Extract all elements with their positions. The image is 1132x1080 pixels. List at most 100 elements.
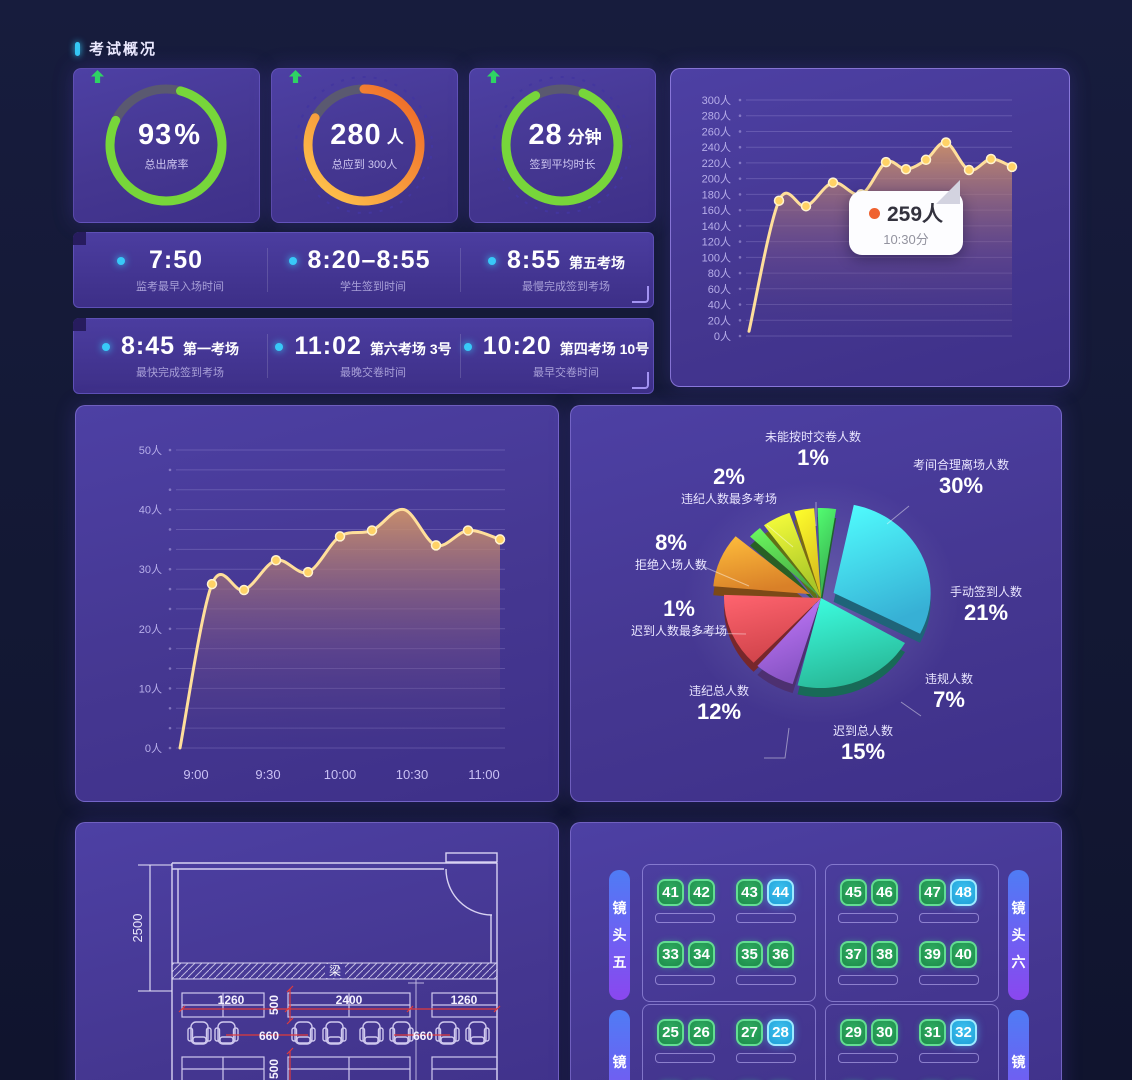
axis-tick-dot	[738, 240, 742, 243]
camera-label-char: 头	[1011, 927, 1026, 943]
seat-26[interactable]: 26	[688, 1019, 715, 1046]
cyan-dot-icon	[275, 343, 284, 351]
stat-value: 280	[330, 119, 382, 151]
tooltip-dot-icon	[868, 207, 880, 219]
axis-tick-dot	[738, 177, 742, 180]
x-axis-label: 10:00	[324, 767, 357, 782]
time-value: 8:45	[120, 332, 176, 360]
pie-leader-line	[900, 701, 922, 717]
axis-tick-dot	[168, 667, 172, 670]
pie-label-pct: 1%	[797, 445, 829, 470]
time-stats-bar-2: 8:45 第一考场 最快完成签到考场 11:02 第六考场 3号 最晚交卷时间 10…	[73, 318, 654, 394]
seat-38[interactable]: 38	[871, 941, 898, 968]
time-tag: 第一考场	[183, 341, 240, 357]
dim-660-right: 660	[413, 1029, 433, 1043]
axis-tick-dot	[738, 334, 742, 338]
cyan-dot-icon	[101, 343, 110, 351]
seat-30[interactable]: 30	[871, 1019, 898, 1046]
page-title: 考试概况	[89, 41, 158, 58]
y-axis-label: 80人	[708, 267, 731, 280]
time-stat-earliest-submit: 10:20 第四考场 10号 最早交卷时间	[460, 319, 653, 393]
gauge-tick-ring	[295, 76, 433, 214]
pie-label-8: 未能按时交卷人数 1%	[765, 428, 861, 471]
dim-1260-right: 1260	[451, 993, 478, 1007]
axis-tick-dot	[168, 587, 172, 591]
stat-card-content: 28 分钟 签到平均时长	[470, 69, 655, 222]
seat-32[interactable]: 32	[950, 1019, 977, 1046]
pie-label-pct: 2%	[713, 464, 745, 489]
camera-label-char: 镜	[612, 1053, 627, 1070]
axis-tick-dot	[168, 488, 172, 492]
floor-plan-card: 梁	[75, 822, 559, 1080]
dim-500-bottom: 500	[267, 1059, 281, 1079]
time-label: 最早交卷时间	[532, 367, 599, 379]
gauge-progress-arc	[501, 84, 623, 206]
seat-47[interactable]: 47	[919, 879, 946, 906]
desk-line	[655, 975, 715, 985]
pie-slice-2	[757, 598, 821, 685]
pie-label-name: 违纪总人数	[688, 684, 750, 698]
y-axis-label: 40人	[139, 504, 162, 517]
time-label: 学生签到时间	[339, 281, 406, 293]
time-stat-slowest-room: 8:55 第五考场 最慢完成签到考场	[460, 233, 653, 307]
seat-34[interactable]: 34	[688, 941, 715, 968]
pie-leader-line	[764, 727, 790, 759]
pie-label-pct: 1%	[663, 596, 695, 621]
time-stat-student-checkin: 8:20–8:55 学生签到时间	[267, 233, 460, 307]
pie-label-3: 迟到总人数 15%	[833, 722, 893, 765]
desk-line	[838, 913, 898, 923]
seat-46[interactable]: 46	[871, 879, 898, 906]
data-point	[880, 156, 892, 168]
seat-42[interactable]: 42	[688, 879, 715, 906]
data-point	[800, 200, 812, 212]
seat-36[interactable]: 36	[767, 941, 794, 968]
data-point	[366, 525, 378, 536]
seat-31[interactable]: 31	[919, 1019, 946, 1046]
seat-28[interactable]: 28	[767, 1019, 794, 1046]
axis-tick-dot	[168, 508, 172, 511]
pie-label-1: 手动签到人数 21%	[950, 583, 1022, 626]
pie-label-name: 手动签到人数	[949, 585, 1023, 599]
room-checkin-trend-chart-card: 50人 40人 30人 20人 10人 0人 9:00 9:30 10:00 10:30 11:00	[75, 405, 559, 802]
seat-45[interactable]: 45	[840, 879, 867, 906]
y-axis-label: 120人	[702, 236, 731, 249]
seat-40[interactable]: 40	[950, 941, 977, 968]
seat-33[interactable]: 33	[657, 941, 684, 968]
desk-line	[919, 975, 979, 985]
data-point	[773, 195, 785, 206]
pie-leader-line	[694, 562, 750, 587]
seat-43[interactable]: 43	[736, 879, 763, 906]
desk-line	[736, 913, 796, 923]
y-axis-label: 260人	[702, 125, 731, 138]
pie-slice-4	[713, 536, 810, 595]
seat-39[interactable]: 39	[919, 941, 946, 968]
pie-slice-0	[833, 504, 931, 634]
pie-label-pct: 21%	[963, 600, 1009, 625]
seat-25[interactable]: 25	[657, 1019, 684, 1046]
seat-44[interactable]: 44	[767, 879, 794, 906]
pie-label-5: 1% 迟到人数最多考场	[631, 596, 727, 639]
axis-tick-dot	[168, 726, 172, 730]
seat-29[interactable]: 29	[840, 1019, 867, 1046]
seat-35[interactable]: 35	[736, 941, 763, 968]
seat-27[interactable]: 27	[736, 1019, 763, 1046]
gauge-ring-svg	[105, 84, 227, 206]
pie-label-name: 违纪人数最多考场	[680, 492, 778, 506]
chairs	[187, 1021, 490, 1045]
cyan-dot-icon	[117, 257, 125, 265]
time-tag: 第五考场	[569, 255, 626, 271]
pie-leader-line	[693, 632, 747, 635]
axis-tick-dot	[168, 746, 172, 750]
time-value: 11:02	[294, 332, 362, 360]
time-label: 最慢完成签到考场	[521, 281, 610, 293]
time-stats-bar-1: 7:50 监考最早入场时间 8:20–8:55 学生签到时间 8:55 第五考场 …	[73, 232, 654, 308]
axis-tick-dot	[168, 448, 172, 452]
axis-tick-dot	[168, 567, 172, 571]
room-checkin-trend-chart: 50人 40人 30人 20人 10人 0人 9:00 9:30 10:00 10:30 11:00	[76, 406, 558, 806]
seat-41[interactable]: 41	[657, 879, 684, 906]
seat-37[interactable]: 37	[840, 941, 867, 968]
dim-660-left: 660	[259, 1029, 279, 1043]
stat-card-content: 280 人 总应到 300人	[272, 69, 457, 222]
seat-48[interactable]: 48	[950, 879, 977, 906]
pie-label-name: 考间合理离场人数	[912, 458, 1010, 472]
